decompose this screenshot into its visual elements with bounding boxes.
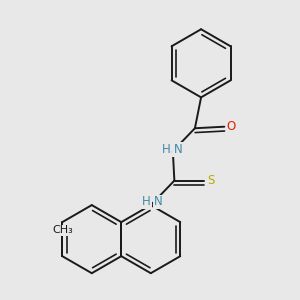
Text: H: H	[162, 143, 170, 156]
Text: H: H	[142, 196, 151, 208]
Text: N: N	[173, 143, 182, 156]
Text: CH₃: CH₃	[52, 226, 73, 236]
Text: O: O	[226, 120, 236, 133]
Text: N: N	[154, 196, 162, 208]
Text: S: S	[207, 174, 214, 187]
